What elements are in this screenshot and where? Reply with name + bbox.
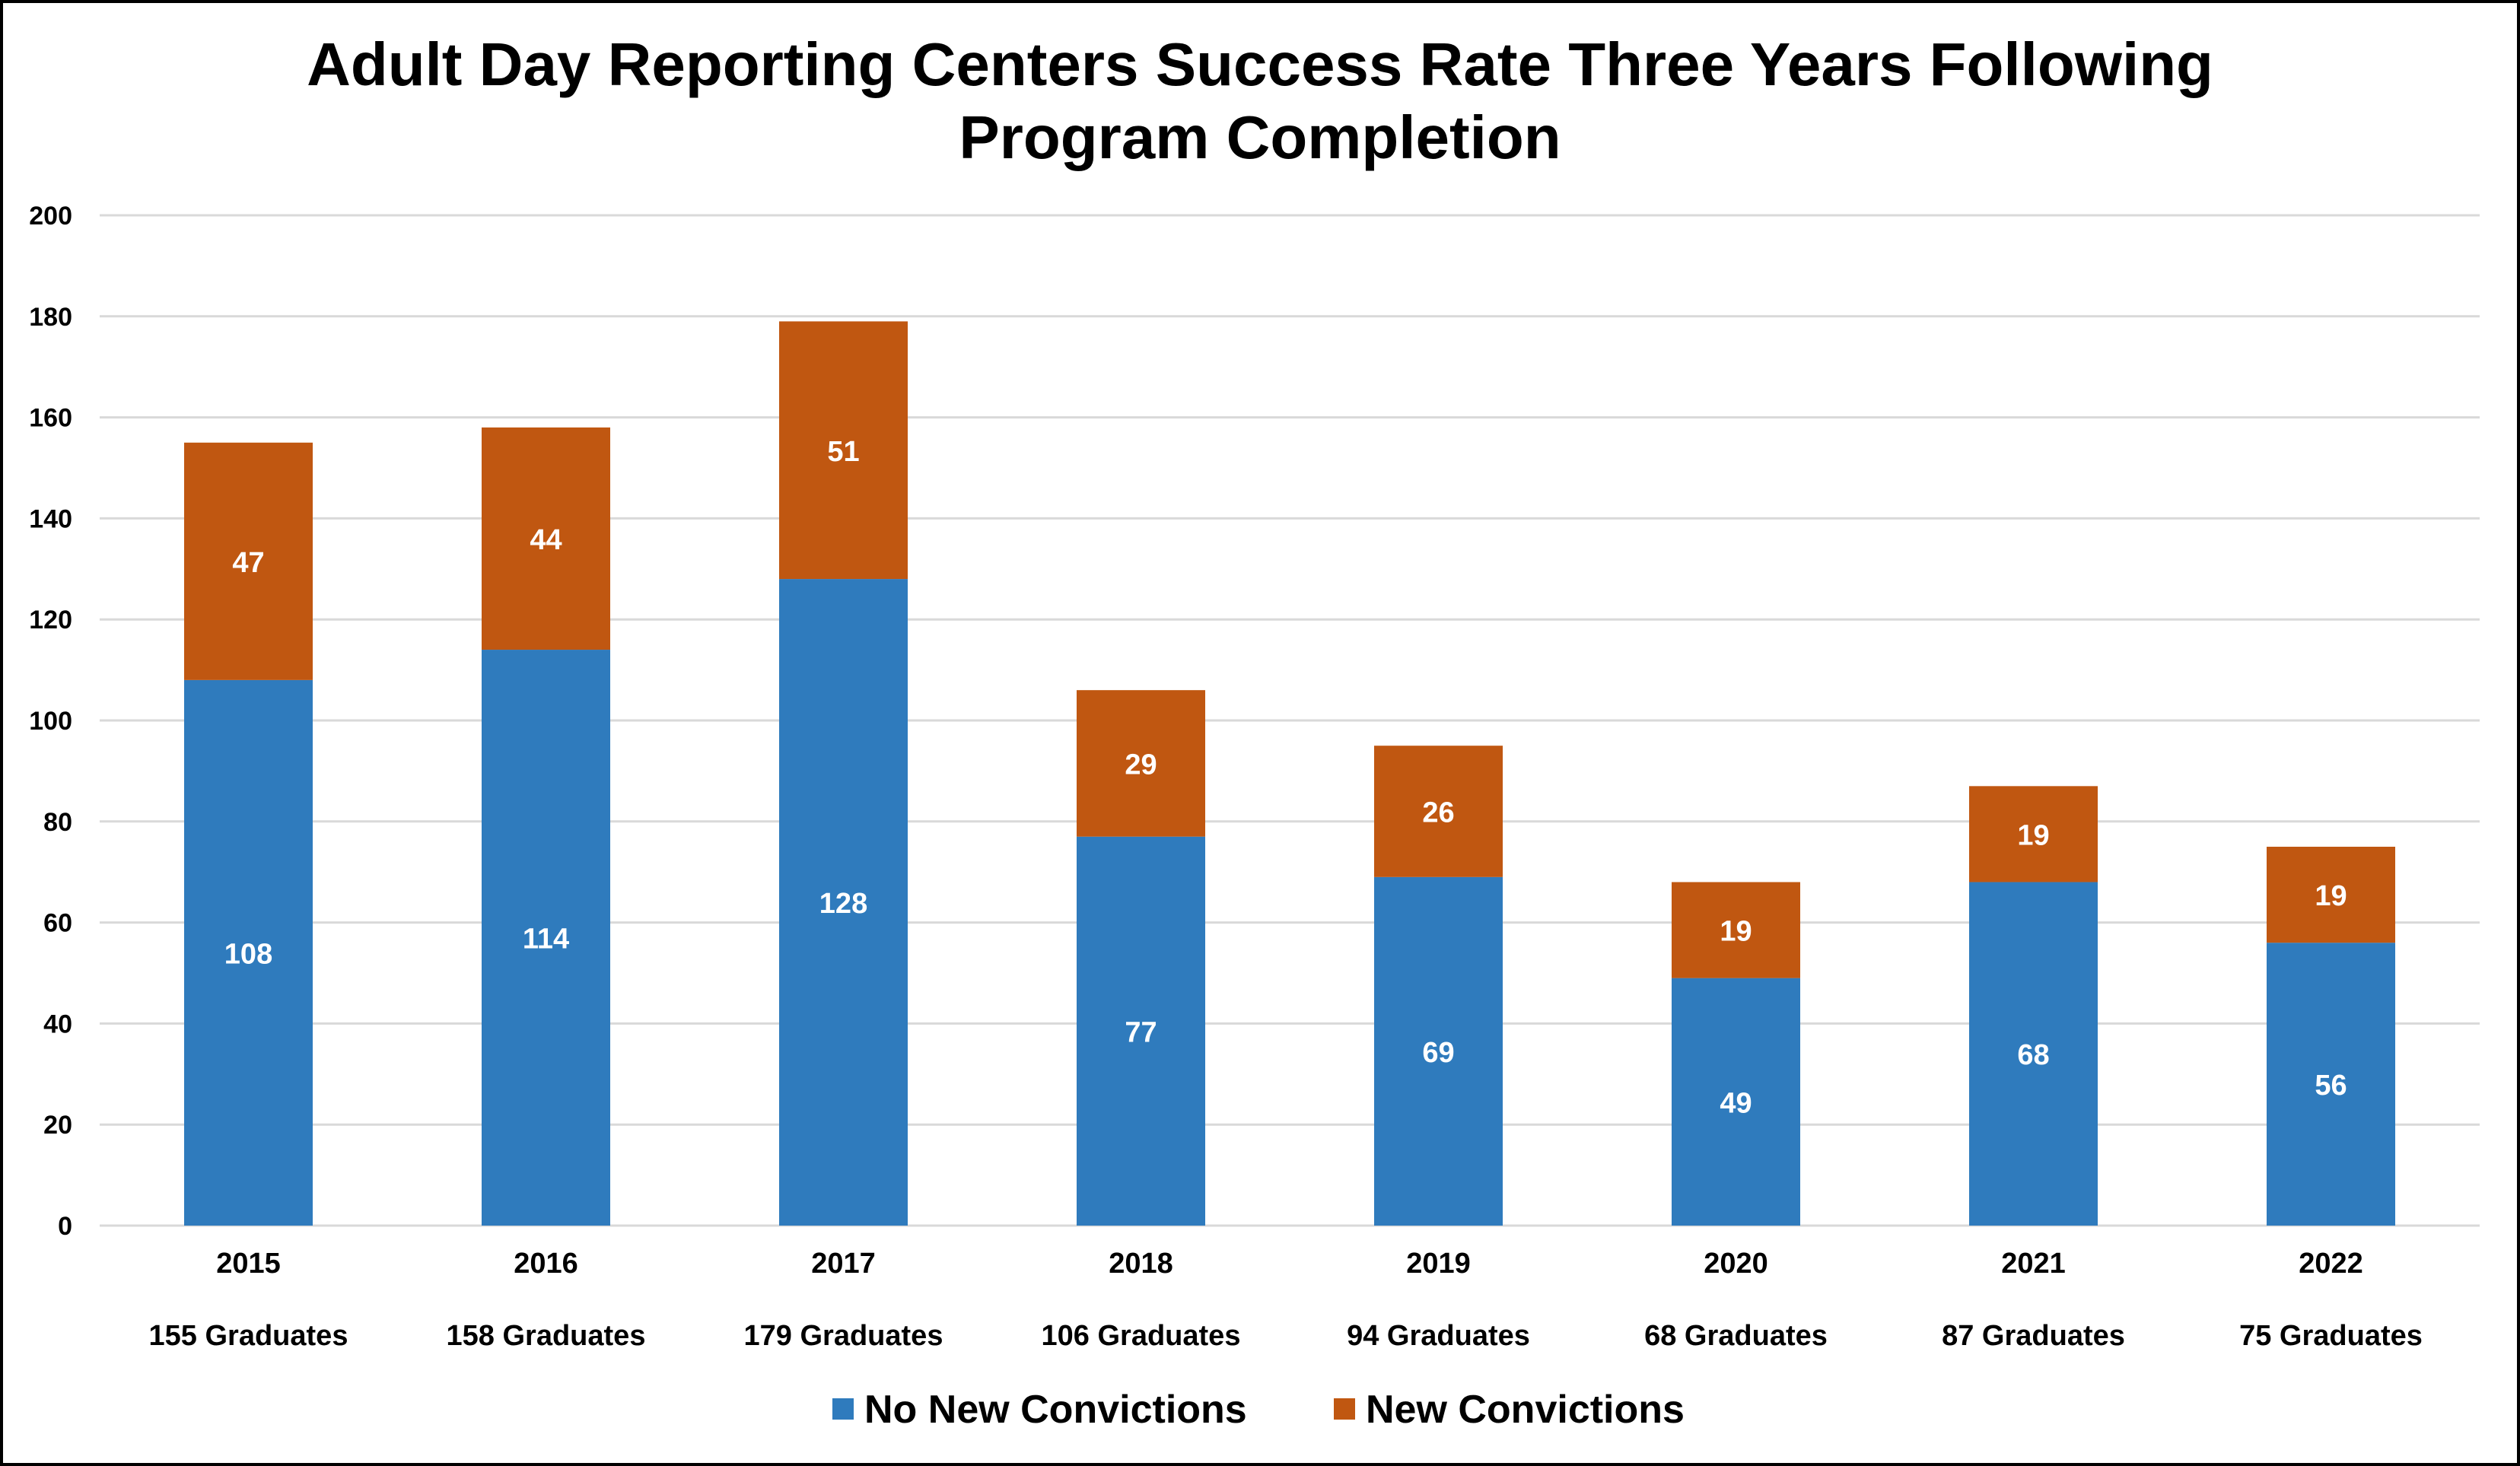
data-label: 56: [2315, 1070, 2347, 1102]
bar-segment-new-convictions: [2267, 847, 2395, 943]
data-label: 29: [1125, 749, 1157, 781]
chart-title: Adult Day Reporting Centers Success Rate…: [307, 30, 2213, 171]
y-tick-label: 100: [29, 707, 72, 736]
data-label: 128: [819, 888, 867, 920]
data-label: 44: [530, 524, 562, 556]
legend: No New Convictions New Convictions: [832, 1388, 1685, 1432]
data-label: 68: [2017, 1039, 2049, 1071]
x-tick-label: 2021: [2001, 1248, 2066, 1280]
bar-segment-no-new-convictions: [184, 679, 313, 1226]
data-label: 69: [1422, 1037, 1454, 1069]
bar-segment-new-convictions: [779, 321, 908, 580]
y-tick-label: 20: [43, 1111, 72, 1140]
gridlines: [100, 214, 2480, 1227]
y-tick-label: 0: [58, 1212, 72, 1241]
bar-segment-new-convictions: [1672, 882, 1800, 978]
y-axis-ticks: 0 20 40 60 80 100 120 140 160 180 200: [29, 202, 72, 1241]
x-tick-label: 2016: [514, 1248, 578, 1280]
x-tick-label: 2017: [811, 1248, 876, 1280]
bar-segment-new-convictions: [1374, 746, 1503, 877]
bar-segment-new-convictions: [1969, 786, 2098, 882]
x-tick-label: 2019: [1406, 1248, 1471, 1280]
bar-segment-no-new-convictions: [1969, 882, 2098, 1226]
x-tick-sublabel: 68 Graduates: [1644, 1320, 1828, 1352]
y-tick-label: 160: [29, 404, 72, 433]
bar-segment-no-new-convictions: [1374, 876, 1503, 1226]
x-tick-label: 2018: [1109, 1248, 1173, 1280]
x-axis-ticks: 2015 155 Graduates 2016 158 Graduates 2017 17…: [149, 1248, 2423, 1352]
chart-title-line-1: Adult Day Reporting Centers Success Rate…: [307, 30, 2213, 98]
bar-segment-new-convictions: [482, 427, 610, 650]
x-tick-sublabel: 87 Graduates: [1942, 1320, 2125, 1352]
data-label: 77: [1125, 1016, 1157, 1048]
bar-segment-no-new-convictions: [779, 579, 908, 1226]
data-label: 51: [827, 436, 859, 468]
bar-segment-no-new-convictions: [1077, 836, 1205, 1226]
y-tick-label: 80: [43, 808, 72, 837]
x-tick-sublabel: 94 Graduates: [1347, 1320, 1530, 1352]
x-tick-sublabel: 155 Graduates: [149, 1320, 348, 1352]
x-tick-label: 2015: [216, 1248, 281, 1280]
bar-segment-new-convictions: [184, 442, 313, 680]
x-tick-sublabel: 158 Graduates: [447, 1320, 646, 1352]
legend-label: No New Convictions: [864, 1388, 1247, 1432]
x-tick-sublabel: 106 Graduates: [1042, 1320, 1241, 1352]
x-tick-sublabel: 179 Graduates: [744, 1320, 943, 1352]
bar-segment-new-convictions: [1077, 690, 1205, 837]
y-tick-label: 140: [29, 504, 72, 533]
x-tick-label: 2020: [1704, 1248, 1768, 1280]
bar-segment-no-new-convictions: [482, 650, 610, 1226]
data-label: 19: [1720, 916, 1752, 948]
x-tick-label: 2022: [2299, 1248, 2363, 1280]
legend-label: New Convictions: [1366, 1388, 1685, 1432]
data-label: 114: [523, 924, 569, 956]
bars: 108 47 114 44 128 51 77 29 69 26 49 19 68 19 56 19: [184, 321, 2395, 1226]
y-tick-label: 40: [43, 1010, 72, 1038]
y-tick-label: 60: [43, 909, 72, 938]
legend-swatch: [1334, 1398, 1355, 1420]
data-label: 47: [232, 547, 264, 579]
y-tick-label: 200: [29, 202, 72, 231]
y-tick-label: 180: [29, 303, 72, 332]
bar-segment-no-new-convictions: [2267, 943, 2395, 1226]
data-label: 19: [2315, 880, 2347, 912]
x-tick-sublabel: 75 Graduates: [2239, 1320, 2423, 1352]
data-label: 26: [1422, 797, 1454, 829]
data-label: 19: [2017, 819, 2049, 851]
y-tick-label: 120: [29, 606, 72, 634]
bar-segment-no-new-convictions: [1672, 978, 1800, 1226]
data-label: 49: [1720, 1087, 1752, 1119]
chart-title-line-2: Program Completion: [959, 103, 1561, 171]
legend-swatch: [832, 1398, 854, 1420]
data-label: 108: [224, 938, 272, 970]
